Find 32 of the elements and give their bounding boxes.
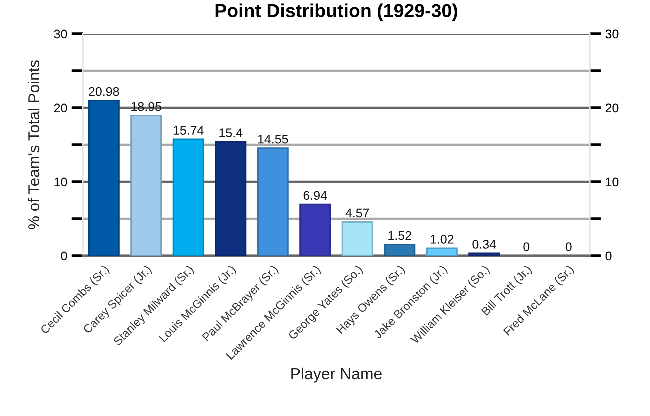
data-label: 1.02 <box>430 235 454 244</box>
data-label: 20.98 <box>89 87 120 96</box>
data-label: 0.34 <box>472 240 496 249</box>
bar <box>215 141 247 256</box>
bar <box>172 138 204 256</box>
data-label: 15.4 <box>220 128 243 138</box>
y-tick-label: 0 <box>61 252 68 261</box>
y-axis-title: % of Team's Total Points <box>28 60 40 230</box>
bar <box>88 100 120 256</box>
bar <box>300 204 332 256</box>
y2-tick-label: 20 <box>606 104 619 113</box>
data-label: 0 <box>524 242 530 252</box>
x-axis-title: Player Name <box>292 368 382 383</box>
bar <box>342 221 374 256</box>
y-tick-label: 10 <box>54 178 68 187</box>
bar <box>384 244 416 256</box>
y2-tick-label: 30 <box>606 30 619 39</box>
y2-tick-label: 10 <box>606 178 619 187</box>
data-label: 0 <box>566 242 572 252</box>
bar <box>426 248 458 256</box>
y-tick-label: 30 <box>54 30 68 39</box>
data-label: 6.94 <box>304 191 328 200</box>
y2-tick-label: 0 <box>606 252 612 261</box>
y-tick-label: 20 <box>54 104 68 113</box>
data-label: 14.55 <box>258 135 288 144</box>
data-label: 15.74 <box>174 126 204 135</box>
data-label: 1.52 <box>388 231 412 240</box>
bar <box>130 115 162 256</box>
bar <box>257 148 289 256</box>
chart-title: Point Distribution (1929-30) <box>216 4 458 22</box>
data-label: 4.57 <box>346 208 370 218</box>
bar <box>468 252 500 256</box>
